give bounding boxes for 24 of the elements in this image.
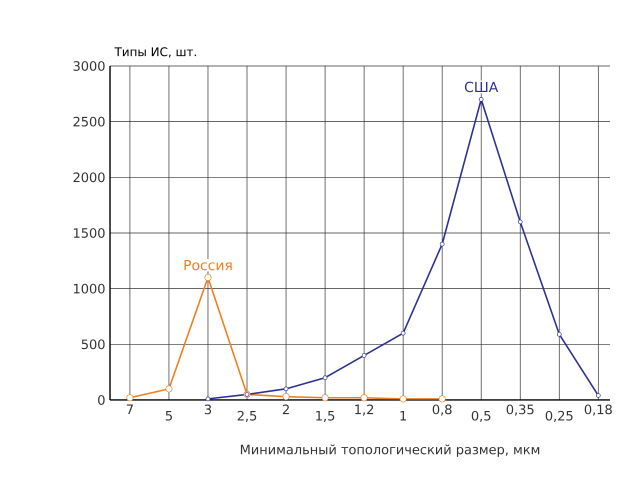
x-tick-label: 2 [282,404,289,414]
x-tick-label: 0,25 [546,410,573,422]
y-tick-label: 0 [98,395,105,405]
y-tick-label: 1500 [74,228,105,238]
x-tick-label: 0,5 [472,410,490,422]
y-tick-label: 500 [82,339,105,350]
x-tick-label: 2,5 [238,410,256,422]
x-tick-label: 0,35 [506,404,534,416]
x-tick-label: 0,18 [584,404,612,416]
x-tick-label: 0,8 [432,404,452,416]
series-label: США [464,82,498,92]
series-label: Россия [184,260,232,270]
y-tick-label: 1000 [74,284,105,294]
x-tick-label: 1,5 [316,411,334,422]
x-tick-label: 7 [126,404,133,414]
y-tick-label: 2000 [73,172,105,182]
x-axis-title: Минимальный топологический размер, мкм [240,444,540,457]
x-tick-label: 1,2 [355,404,374,416]
y-tick-label: 2500 [73,116,105,127]
y-tick-label: 3000 [74,61,105,71]
x-tick-label: 5 [166,411,172,421]
y-axis-title: Типы ИС, шт. [114,47,196,58]
x-tick-label: 3 [204,404,212,414]
x-tick-label: 1 [400,411,406,420]
